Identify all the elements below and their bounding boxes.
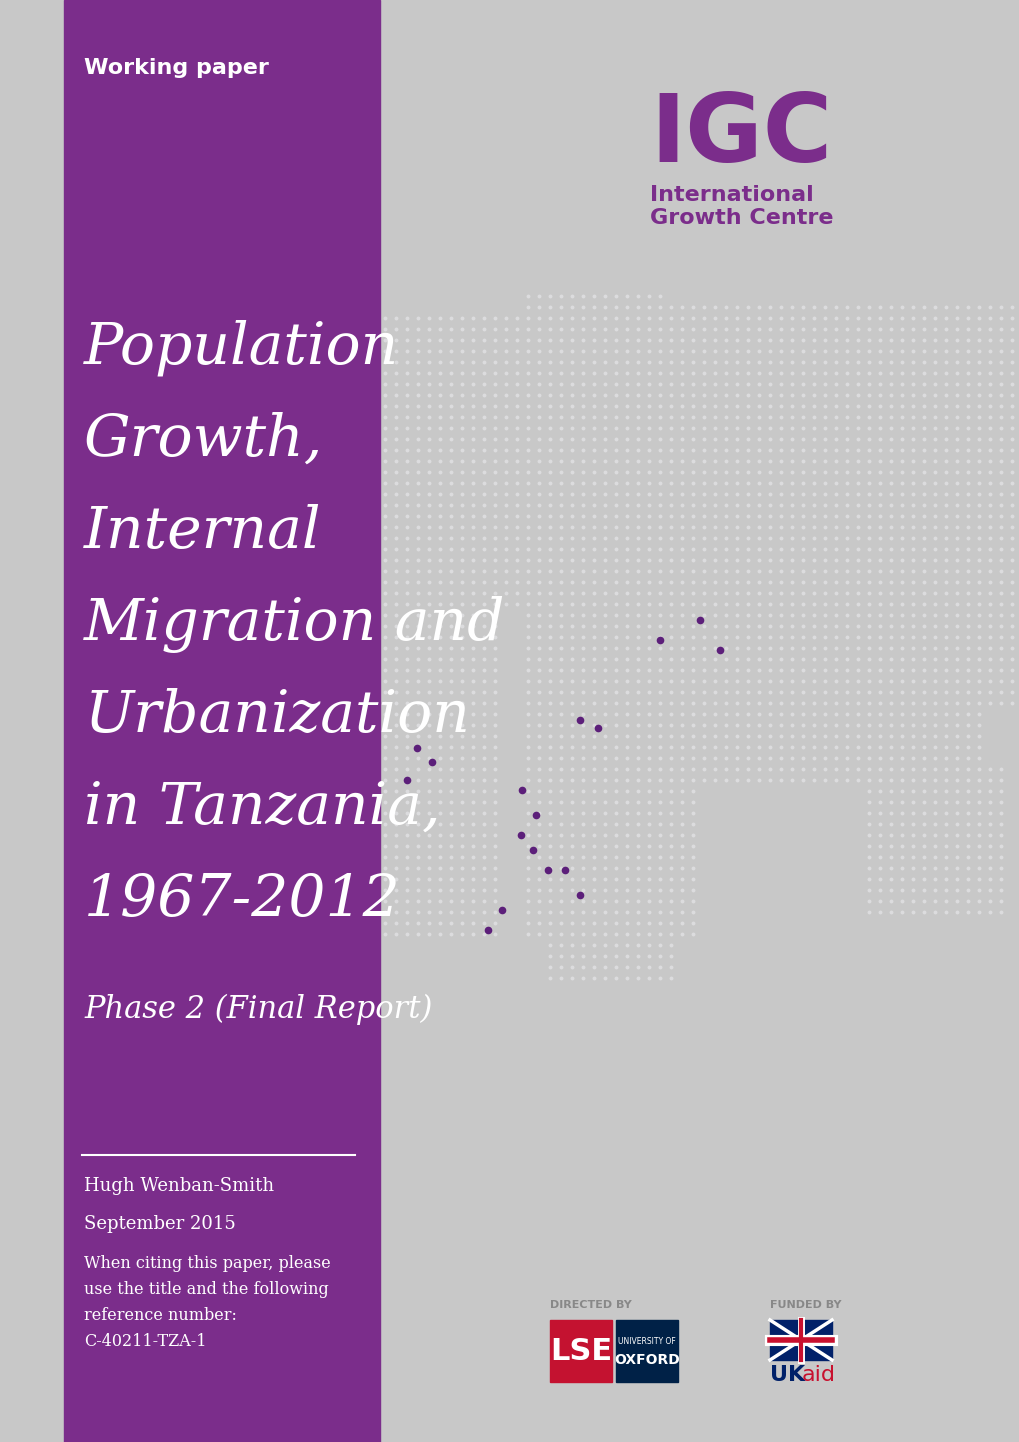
Text: use the title and the following: use the title and the following (84, 1280, 328, 1298)
Text: Population: Population (84, 320, 398, 376)
Bar (549, 1319, 611, 1381)
Text: Urbanization: Urbanization (84, 688, 470, 744)
Text: Hugh Wenban-Smith: Hugh Wenban-Smith (84, 1177, 274, 1195)
Bar (769, 1319, 832, 1360)
Text: UK: UK (769, 1366, 804, 1384)
Text: Phase 2 (Final Report): Phase 2 (Final Report) (84, 994, 432, 1025)
Text: Working paper: Working paper (84, 58, 269, 78)
Text: International: International (649, 185, 813, 205)
Text: When citing this paper, please: When citing this paper, please (84, 1255, 330, 1272)
Text: Internal: Internal (84, 505, 321, 561)
Bar (615, 1319, 678, 1381)
Text: UNIVERSITY OF: UNIVERSITY OF (618, 1338, 676, 1347)
Text: LSE: LSE (549, 1337, 611, 1366)
Text: DIRECTED BY: DIRECTED BY (549, 1301, 631, 1309)
Text: aid: aid (801, 1366, 836, 1384)
Text: Growth,: Growth, (84, 412, 323, 469)
Text: Growth Centre: Growth Centre (649, 208, 833, 228)
Bar (380, 0, 1019, 1442)
Text: FUNDED BY: FUNDED BY (769, 1301, 841, 1309)
Bar (64, 0, 380, 1442)
Text: September 2015: September 2015 (84, 1216, 235, 1233)
Text: reference number:: reference number: (84, 1306, 236, 1324)
Text: C-40211-TZA-1: C-40211-TZA-1 (84, 1332, 206, 1350)
Text: Migration and: Migration and (84, 596, 505, 653)
Text: 1967-2012: 1967-2012 (84, 872, 400, 929)
Text: IGC: IGC (649, 89, 832, 182)
Text: in Tanzania,: in Tanzania, (84, 780, 440, 836)
Bar (0, 0, 64, 1442)
Text: OXFORD: OXFORD (613, 1353, 680, 1367)
